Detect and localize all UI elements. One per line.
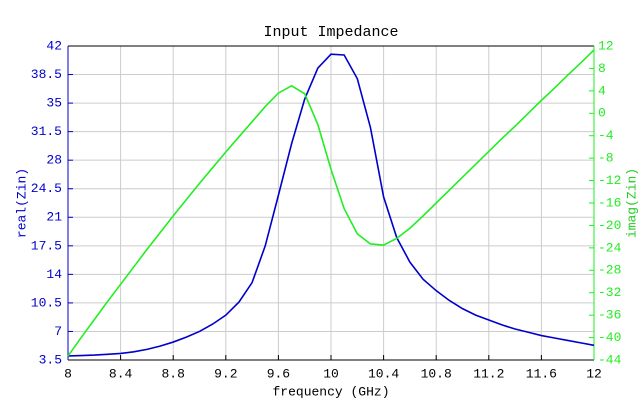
y2-tick-label: -28 bbox=[598, 263, 621, 278]
y-tick-label: 28 bbox=[46, 153, 62, 168]
y-tick-label: 10.5 bbox=[31, 295, 62, 310]
y-tick-label: 3.5 bbox=[39, 352, 62, 367]
x-tick-label: 10.8 bbox=[421, 366, 452, 381]
y-tick-label: 21 bbox=[46, 210, 62, 225]
x-tick-label: 11.6 bbox=[526, 366, 557, 381]
y2-tick-label: 4 bbox=[598, 83, 606, 98]
y2-tick-label: 12 bbox=[598, 38, 614, 53]
x-axis-label: frequency (GHz) bbox=[272, 384, 389, 399]
y2-tick-label: -20 bbox=[598, 218, 621, 233]
y2-tick-label: -44 bbox=[598, 352, 622, 367]
y2-tick-label: -32 bbox=[598, 285, 621, 300]
x-tick-label: 10.4 bbox=[368, 366, 399, 381]
x-tick-label: 10 bbox=[323, 366, 339, 381]
y2-tick-label: -40 bbox=[598, 330, 621, 345]
y-tick-label: 35 bbox=[46, 96, 62, 111]
y2-axis-label: imag(Zin) bbox=[624, 168, 639, 238]
x-tick-label: 9.2 bbox=[214, 366, 237, 381]
y2-tick-label: -12 bbox=[598, 173, 621, 188]
y2-tick-label: 8 bbox=[598, 61, 606, 76]
x-tick-label: 11.2 bbox=[473, 366, 504, 381]
y2-tick-label: -4 bbox=[598, 128, 614, 143]
data-line bbox=[67, 49, 595, 357]
y2-tick-label: -36 bbox=[598, 308, 621, 323]
x-tick-label: 12 bbox=[586, 366, 602, 381]
x-tick-label: 8.8 bbox=[161, 366, 184, 381]
y-tick-label: 42 bbox=[46, 38, 62, 53]
y2-tick-label: 0 bbox=[598, 106, 606, 121]
y2-tick-label: -8 bbox=[598, 151, 614, 166]
y-tick-label: 38.5 bbox=[31, 67, 62, 82]
x-tick-label: 8.4 bbox=[109, 366, 133, 381]
chart-title: Input Impedance bbox=[263, 24, 398, 41]
y-tick-label: 7 bbox=[54, 324, 62, 339]
y2-tick-label: -24 bbox=[598, 240, 622, 255]
y2-tick-label: -16 bbox=[598, 195, 621, 210]
data-line bbox=[67, 53, 595, 357]
y-tick-label: 31.5 bbox=[31, 124, 62, 139]
y-tick-label: 24.5 bbox=[31, 181, 62, 196]
y-axis-label: real(Zin) bbox=[14, 168, 29, 238]
x-tick-label: 8 bbox=[64, 366, 72, 381]
y-tick-label: 17.5 bbox=[31, 238, 62, 253]
y-tick-label: 14 bbox=[46, 267, 62, 282]
x-tick-label: 9.6 bbox=[267, 366, 290, 381]
